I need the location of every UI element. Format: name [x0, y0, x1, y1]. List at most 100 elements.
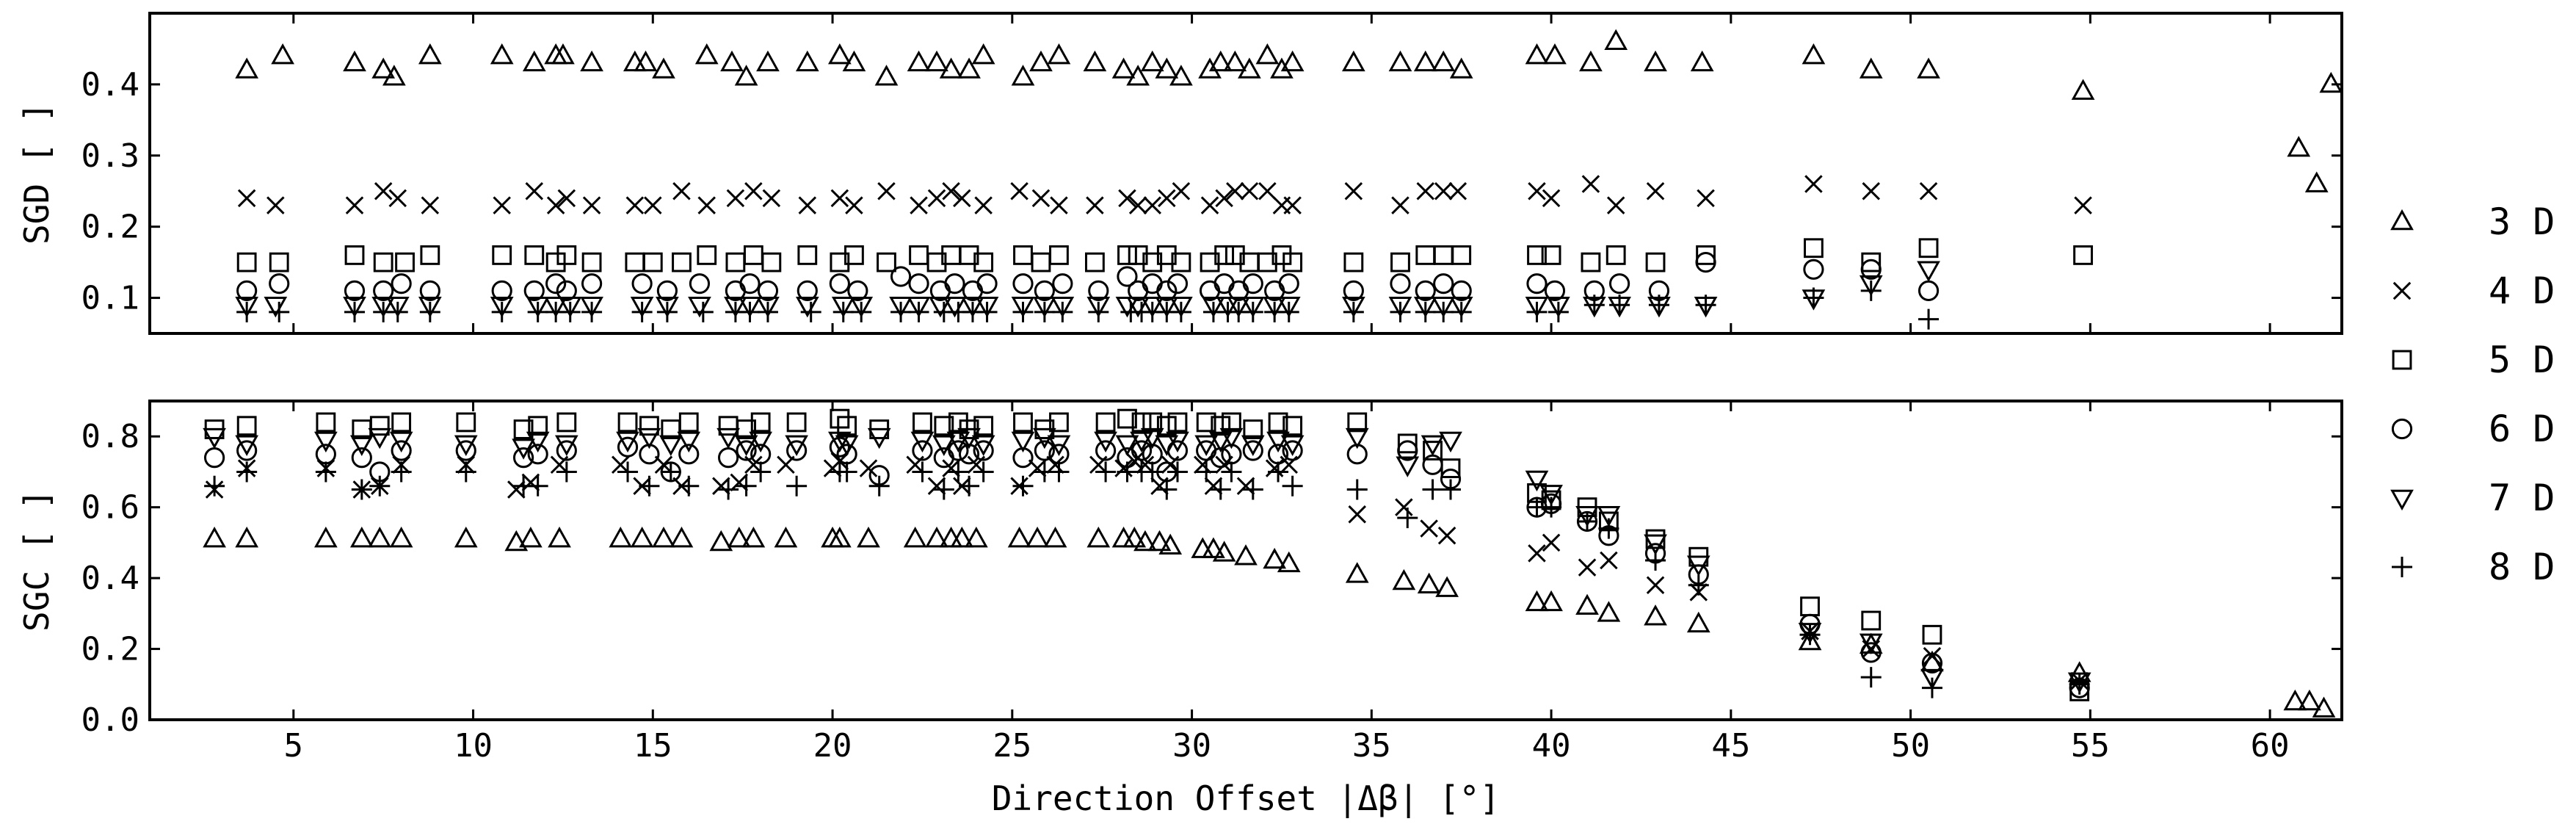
panel-sgd: 0.1 0.2 0.3 0.4 SGD [ ]	[17, 12, 2343, 335]
sgc-point-5d	[1131, 412, 1152, 433]
sgd-point-7d	[849, 296, 874, 318]
sgd-point-5d	[545, 252, 566, 272]
sgd-point-6d	[1695, 252, 1716, 273]
sgd-point-7d	[1413, 296, 1437, 318]
sgc-point-3d	[389, 526, 413, 548]
sgc-point-5d	[718, 416, 739, 436]
sgd-point-5d	[1606, 245, 1626, 265]
sgc-point-5d	[639, 416, 659, 436]
sgd-point-3d	[1413, 50, 1437, 72]
sgd-point-7d	[975, 296, 999, 318]
sgc-point-7d	[1241, 435, 1265, 456]
sgc-point-6d	[236, 440, 258, 461]
sgd-point-6d	[1117, 266, 1138, 287]
sgc-point-3d	[652, 526, 675, 548]
sgc-y-tick-label: 0.6	[81, 489, 139, 527]
sgd-point-5d	[1581, 252, 1601, 272]
sgd-point-8d	[976, 301, 998, 322]
sgc-point-5d	[1196, 412, 1216, 433]
sgd-point-3d	[2287, 136, 2311, 157]
sgd-point-3d	[418, 43, 442, 65]
sgd-point-7d	[580, 296, 603, 318]
sgc-point-8d	[750, 461, 772, 483]
sgd-point-8d	[908, 301, 929, 322]
sgd-point-5d	[844, 245, 864, 265]
legend-label-7d: 7 D	[2489, 477, 2555, 519]
sgc-point-3d	[2283, 689, 2307, 711]
sgd-point-4d	[546, 196, 565, 214]
sgd-point-8d	[757, 301, 778, 322]
sgd-point-5d	[1696, 245, 1716, 265]
sgd-point-6d	[1918, 280, 1940, 301]
legend-marker-4d	[2392, 281, 2412, 300]
sgc-point-6d	[527, 444, 548, 465]
sgc-point-3d	[950, 526, 974, 548]
sgc-point-8d	[678, 475, 700, 496]
sgc-y-tick-label: 0.2	[81, 631, 139, 668]
sgc-point-4d	[942, 459, 960, 477]
sgc-point-6d	[678, 444, 700, 465]
sgc-point-3d	[349, 526, 374, 548]
sgc-point-3d	[1277, 551, 1301, 573]
sgd-point-6d	[1343, 280, 1364, 301]
sgd-point-7d	[544, 296, 568, 318]
sgc-point-3d	[1147, 530, 1172, 552]
sgd-point-5d	[1415, 245, 1436, 265]
sgc-y-tick-label: 0.8	[81, 418, 139, 455]
sgd-point-8d	[387, 301, 408, 322]
x-tick-label: 55	[2071, 727, 2110, 765]
sgd-point-7d	[831, 296, 855, 318]
sgd-point-3d	[1011, 65, 1035, 86]
sgd-point-5d	[492, 245, 512, 265]
sgc-point-3d	[1122, 526, 1147, 548]
sgd-point-4d	[1128, 196, 1147, 214]
sgd-point-6d	[656, 280, 678, 301]
sgd-point-4d	[798, 196, 817, 214]
sgd-point-7d	[1033, 296, 1056, 318]
sgc-point-5d	[1800, 596, 1820, 617]
sgc-point-6d	[973, 440, 994, 461]
sgd-point-4d	[1862, 181, 1881, 201]
sgd-point-3d	[1579, 50, 1603, 72]
sgc-point-4d	[927, 477, 946, 495]
sgc-point-8d	[1268, 461, 1289, 483]
sgc-point-5d	[678, 412, 699, 433]
sgc-point-6d	[1131, 440, 1153, 461]
sgc-point-3d	[1212, 541, 1236, 562]
sgd-point-6d	[1608, 273, 1630, 295]
sgc-point-8d	[1156, 479, 1178, 500]
sgd-point-6d	[1433, 273, 1454, 295]
sgd-point-7d	[907, 296, 931, 318]
sgc-point-3d	[1798, 629, 1822, 651]
sgd-point-8d	[1343, 301, 1364, 322]
sgc-point-3d	[368, 526, 392, 548]
sgc-point-8d	[2069, 673, 2090, 695]
sgc-point-3d	[314, 526, 338, 548]
legend-marker-5d	[2392, 350, 2412, 370]
sgd-point-8d	[631, 301, 653, 322]
sgc-point-5d	[913, 412, 932, 433]
sgc-point-7d	[349, 435, 374, 456]
legend: 3 D 4 D 5 D 6 D 7 D 8 D	[2390, 201, 2555, 588]
sgc-point-3d	[1417, 572, 1441, 594]
sgc-point-8d	[391, 461, 412, 483]
sgd-point-6d	[391, 273, 412, 295]
sgd-point-7d	[1155, 296, 1179, 318]
sgc-point-8d	[1242, 479, 1263, 500]
sgc-point-6d	[1397, 440, 1418, 461]
sgc-point-8d	[1541, 496, 1562, 518]
sgc-point-8d	[315, 461, 336, 483]
sgc-point-6d	[1242, 440, 1263, 461]
sgd-point-5d	[1049, 245, 1069, 265]
sgd-point-5d	[1861, 252, 1882, 272]
sgd-point-3d	[1126, 65, 1150, 86]
sgd-point-6d	[1451, 280, 1472, 301]
sgd-point-5d	[1142, 252, 1163, 272]
sgd-point-8d	[1918, 308, 1940, 330]
sgc-point-5d	[973, 416, 994, 436]
sgc-point-3d	[1345, 562, 1369, 583]
sgc-point-7d	[971, 435, 995, 456]
sgd-point-3d	[1169, 65, 1193, 86]
panel-sgc: 0.0 0.2 0.4 0.6 0.8 SGC [ ]	[17, 400, 2343, 739]
sgd-point-4d	[237, 189, 256, 208]
